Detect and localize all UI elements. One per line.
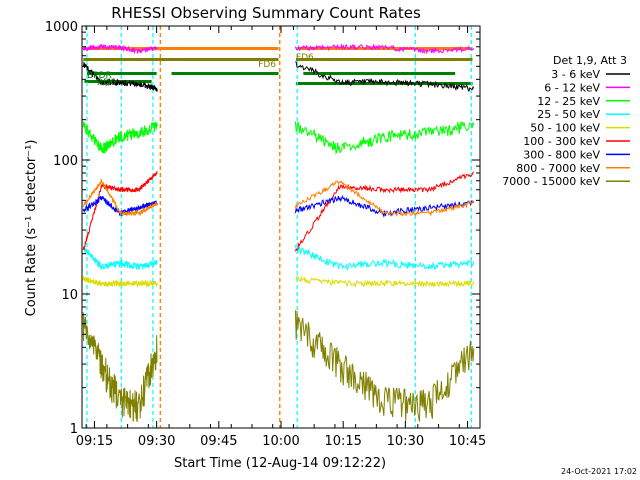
series-line [82,170,158,251]
y-tick-label: 1000 [45,20,78,35]
series-line [294,244,475,272]
x-tick-label: 09:15 [76,434,113,449]
legend-label: 800 - 7000 keV [516,162,600,175]
status-bar [295,58,473,61]
legend-label: 100 - 300 keV [523,135,600,148]
series-line [294,121,475,155]
legend-header: Det 1,9, Att 3 [553,54,627,67]
series-line [82,61,158,92]
x-tick-label: 10:15 [324,434,361,449]
annotation-label: FD6 [296,53,314,63]
footer-date: 24-Oct-2021 17:02 [561,467,637,476]
legend-label: 7000 - 15000 keV [502,175,600,188]
series-line [294,195,475,218]
status-bar [83,58,279,61]
axes: 09:15 09:30 09:45 10:00 10:15 10:30 10:45 1 10 10… [45,20,486,449]
legend-label: 25 - 50 keV [537,108,600,121]
status-bar [171,72,279,75]
annotation-label: FD6 [258,60,276,70]
status-bar [86,72,157,75]
y-axis-label: Count Rate (s⁻¹ detector⁻¹) [24,140,39,317]
series-line [82,43,158,55]
legend-label: 3 - 6 keV [551,68,600,81]
series-line [295,275,475,289]
legend-label: 300 - 800 keV [523,148,600,161]
series-line [294,43,475,55]
series-line [294,180,475,218]
status-bar [83,47,279,50]
x-tick-label: 09:45 [200,434,237,449]
legend-label: 50 - 100 keV [530,122,600,135]
y-tick-label: 10 [61,288,78,303]
series-line [82,275,158,289]
x-tick-label: 09:30 [138,434,175,449]
x-tick-label: 10:45 [449,434,486,449]
x-tick-label: 10:00 [262,434,299,449]
legend-label: 12 - 25 keV [537,95,600,108]
series-line [295,61,475,93]
x-axis-label: Start Time (12-Aug-14 09:12:22) [174,456,386,471]
legend-label: 6 - 12 keV [544,81,600,94]
x-tick-label: 10:30 [387,434,424,449]
series-line [294,310,475,422]
chart-title: RHESSI Observing Summary Count Rates [111,4,421,22]
series-line [82,178,158,217]
series-line [82,312,158,422]
annotation-label: BPDR [87,71,112,81]
series-line [83,245,158,271]
status-bar [303,72,456,75]
series-line [82,121,158,154]
series-line [294,171,475,252]
annotation-label: RD6 [97,78,116,88]
y-tick-label: 1 [70,422,78,437]
y-tick-label: 100 [53,154,78,169]
